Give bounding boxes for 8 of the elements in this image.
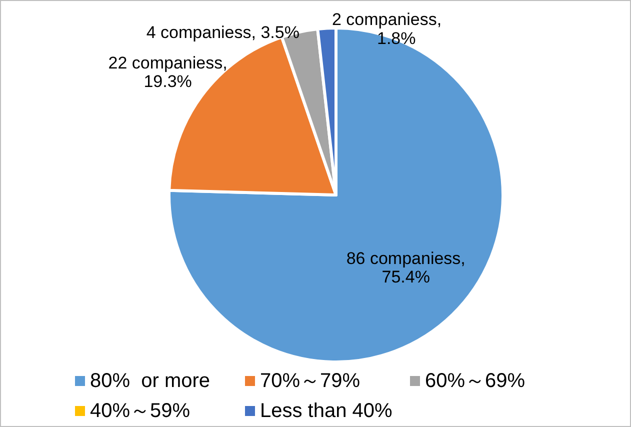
legend-label: 70%～79% [260, 370, 360, 392]
data-label: 4 companiess, 3.5% [146, 22, 300, 42]
legend-label: Less than 40% [260, 400, 393, 422]
data-label: 22 companiess, 19.3% [108, 53, 228, 92]
legend-label: 80% or more [90, 370, 210, 392]
data-label: 86 companiess, 75.4% [346, 248, 466, 286]
legend-label: 60%～69% [425, 370, 526, 392]
legend-label: 40%～59% [90, 400, 190, 422]
